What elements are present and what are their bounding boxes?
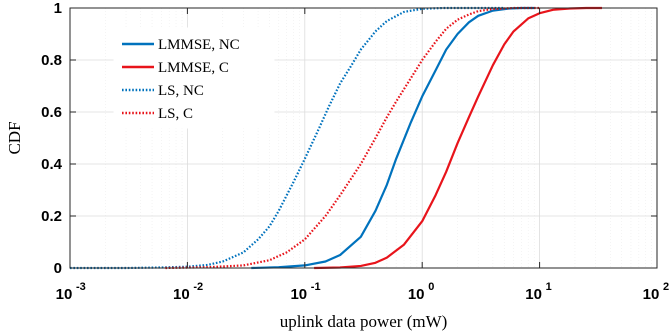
legend-label: LMMSE, NC bbox=[158, 37, 240, 53]
x-axis-label: uplink data power (mW) bbox=[280, 312, 448, 331]
x-tick-label: 10 bbox=[643, 286, 660, 303]
legend: LMMSE, NC LMMSE, C LS, NC LS, C bbox=[113, 27, 275, 129]
y-tick-label: 0.2 bbox=[41, 208, 62, 225]
legend-label: LS, C bbox=[158, 106, 193, 122]
x-tick-label: 10 bbox=[525, 286, 542, 303]
y-tick-label: 0.8 bbox=[41, 52, 62, 69]
y-tick-label: 0.4 bbox=[41, 156, 63, 173]
legend-label: LMMSE, C bbox=[158, 60, 229, 76]
x-tick-exponent: 2 bbox=[663, 281, 669, 293]
x-tick-label: 10 bbox=[56, 286, 73, 303]
x-tick-exponent: -3 bbox=[76, 281, 86, 293]
y-tick-label: 0 bbox=[54, 260, 62, 277]
x-tick-exponent: 0 bbox=[428, 281, 434, 293]
x-tick-exponent: 1 bbox=[546, 281, 552, 293]
y-axis-label: CDF bbox=[5, 121, 24, 154]
series-lines bbox=[70, 6, 602, 270]
x-tick-label: 10 bbox=[173, 286, 190, 303]
series-line-ls-c bbox=[165, 6, 540, 270]
plot-frame bbox=[69, 7, 658, 269]
x-tick-exponent: -1 bbox=[311, 281, 321, 293]
y-tick-label: 1 bbox=[54, 0, 62, 17]
legend-label: LS, NC bbox=[158, 83, 204, 99]
y-tick-label: 0.6 bbox=[41, 104, 62, 121]
x-tick-label: 10 bbox=[290, 286, 307, 303]
axis-ticks: 10 -3 10 -2 10 -1 10 0 10 1 10 200.20.40.60.81 bbox=[41, 0, 669, 303]
series-line-ls-nc bbox=[70, 6, 505, 270]
series-line-lmmse-c bbox=[314, 6, 602, 270]
series-line-lmmse-nc bbox=[251, 6, 535, 270]
x-tick-exponent: -2 bbox=[193, 281, 203, 293]
x-tick-label: 10 bbox=[408, 286, 425, 303]
